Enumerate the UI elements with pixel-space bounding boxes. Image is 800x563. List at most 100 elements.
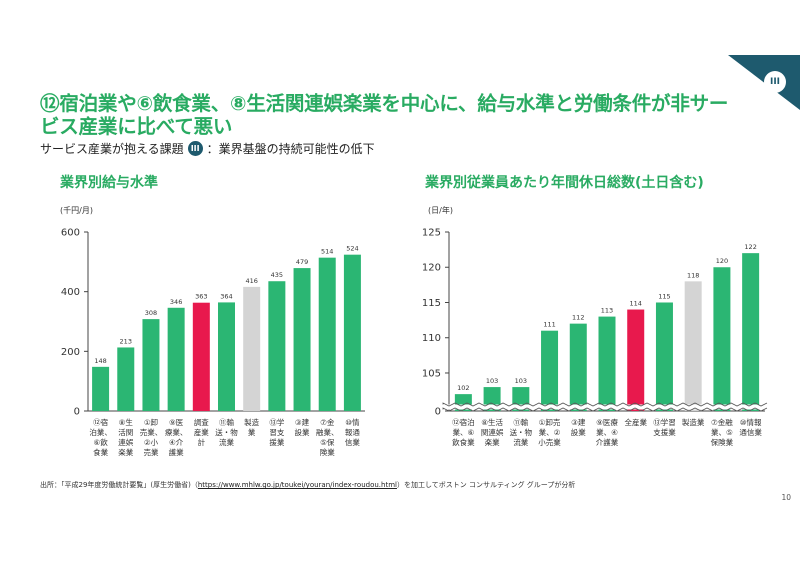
left-category-label: 設業: [295, 427, 310, 437]
left-category-label: 業: [248, 427, 256, 437]
page-title: ⑫宿泊業や⑥飲食業、⑧生活関連娯楽業を中心に、給与水準と労働条件が非サービス産業…: [40, 92, 729, 138]
left-y-tick-label: 600: [61, 228, 80, 239]
right-category-label: 介護業: [596, 437, 619, 447]
left-category-label: 泊業、: [89, 427, 112, 437]
right-category-label: ⑪輸: [513, 417, 528, 427]
left-category-label: ⑤保: [320, 438, 335, 447]
right-chart-unit: (日/年): [428, 206, 453, 215]
left-category-label: 売業: [143, 447, 158, 457]
axis-break-line: [442, 402, 768, 407]
corner-badge: III: [764, 71, 786, 93]
right-bar: [598, 316, 616, 411]
page-subtitle: サービス産業が抱える課題 III ：業界基盤の持続可能性の低下: [40, 140, 375, 157]
right-category-label: 関連娯: [481, 427, 504, 437]
left-category-label: 信業: [345, 437, 360, 447]
right-y-tick-label: 105: [422, 368, 441, 379]
right-bar: [684, 281, 702, 411]
source-note: 出所：「平成29年度労働統計要覧」(厚生労働省)（https://www.mhl…: [40, 480, 575, 490]
right-y-tick-label: 115: [422, 298, 441, 309]
left-data-label: 524: [346, 245, 358, 253]
left-category-label: 険業: [320, 447, 335, 457]
right-data-label: 122: [744, 243, 756, 251]
left-bar: [142, 319, 160, 411]
right-category-label: ⑧生活: [481, 417, 503, 427]
axis-break-band: [443, 404, 769, 410]
left-category-label: ⑬学: [269, 417, 284, 427]
left-bar: [218, 302, 235, 411]
left-bar: [167, 307, 185, 411]
page-number: 10: [781, 493, 791, 502]
right-category-label: ⑨医療: [596, 417, 618, 427]
left-data-label: 308: [145, 309, 157, 317]
right-category-label: ⑬学習: [653, 417, 676, 427]
right-chart-title: 業界別従業員あたり年間休日総数(土日含む): [425, 175, 704, 191]
left-y-tick-label: 0: [74, 407, 80, 418]
right-bar: [713, 267, 731, 411]
left-y-tick-label: 400: [61, 287, 80, 298]
left-category-label: 楽業: [118, 447, 133, 457]
left-data-label: 435: [271, 271, 283, 279]
right-category-label: 設業: [571, 427, 586, 437]
left-data-label: 364: [220, 292, 232, 300]
left-bar: [192, 302, 210, 411]
right-bar: [627, 309, 645, 411]
left-category-label: 食業: [93, 447, 108, 457]
right-category-label: 小売業: [538, 437, 561, 447]
right-category-label: 保険業: [711, 437, 734, 447]
left-data-label: 363: [195, 293, 207, 301]
left-chart-title: 業界別給与水準: [60, 175, 158, 191]
left-category-label: 計: [198, 437, 206, 447]
right-category-label: 全産業: [624, 417, 647, 427]
issue-badge: III: [187, 141, 203, 156]
subtitle-prefix: サービス産業が抱える課題: [40, 142, 184, 156]
left-category-label: 援業: [269, 437, 284, 447]
source-link[interactable]: https://www.mhlw.go.jp/toukei/youran/ind…: [197, 481, 397, 489]
right-category-label: 支援業: [653, 427, 676, 437]
right-data-label: 113: [601, 307, 613, 315]
left-category-label: ④介: [169, 438, 184, 447]
left-bar: [318, 257, 336, 411]
right-category-label: ⑩情報: [740, 417, 762, 427]
left-bar: [268, 281, 286, 411]
right-bar: [742, 253, 760, 411]
right-data-label: 118: [687, 271, 699, 279]
right-data-label: 103: [515, 377, 527, 385]
left-data-label: 346: [170, 298, 182, 306]
left-category-label: ⑧生: [119, 417, 134, 427]
right-y-tick-label: 0: [435, 407, 441, 418]
left-category-label: 活関: [118, 427, 133, 437]
right-category-label: ③建: [571, 417, 586, 427]
subtitle-suffix: ：業界基盤の持続可能性の低下: [206, 142, 375, 156]
right-bar: [569, 323, 587, 411]
left-category-label: 流業: [219, 437, 234, 447]
left-category-label: ②小: [144, 438, 159, 447]
left-category-label: ③建: [295, 417, 310, 427]
right-data-label: 103: [486, 377, 498, 385]
right-bar: [655, 302, 673, 411]
right-data-label: 115: [658, 292, 670, 300]
left-bar: [92, 366, 110, 411]
right-category-label: 業、④: [596, 427, 618, 437]
right-y-tick-label: 120: [422, 263, 441, 274]
axis-break-line: [442, 407, 768, 412]
left-data-label: 514: [321, 248, 333, 256]
right-data-label: 114: [630, 300, 642, 308]
left-category-label: ⑦金: [320, 417, 335, 427]
right-category-label: ①卸売: [539, 417, 561, 427]
right-category-label: 製造業: [682, 417, 705, 427]
left-category-label: ⑫宿: [93, 417, 108, 427]
right-bar: [541, 330, 559, 411]
left-category-label: 製造: [244, 417, 259, 427]
left-category-label: 売業、: [140, 427, 163, 437]
left-category-label: 送・物: [215, 427, 238, 437]
left-category-label: ①卸: [144, 417, 158, 427]
right-y-tick-label: 110: [422, 333, 441, 344]
left-data-label: 479: [296, 258, 308, 266]
left-bar: [343, 254, 361, 411]
right-category-label: 飲食業: [452, 437, 475, 447]
left-category-label: 護業: [169, 447, 184, 457]
left-category-label: 調査: [194, 417, 209, 427]
right-category-label: ⑫宿泊: [452, 417, 475, 427]
right-data-label: 111: [543, 321, 555, 329]
